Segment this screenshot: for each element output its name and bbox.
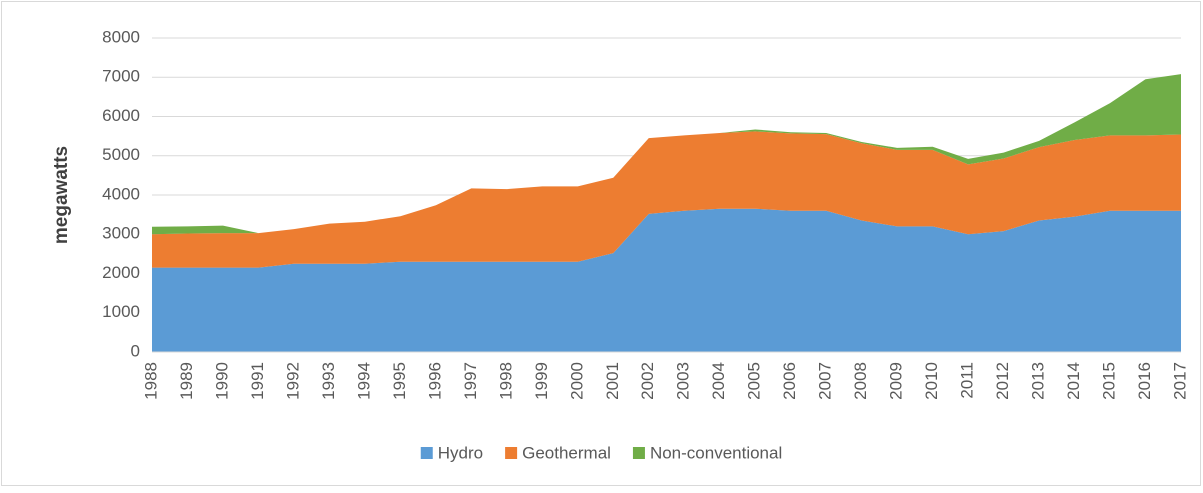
y-tick-label: 6000 <box>102 106 140 125</box>
legend: Hydro Geothermal Non-conventional <box>420 443 782 462</box>
x-tick-label: 2007 <box>816 362 835 400</box>
x-tick-label: 1990 <box>212 362 231 400</box>
x-tick-label: 1995 <box>390 362 409 400</box>
x-tick-label: 2006 <box>780 362 799 400</box>
legend-label: Non-conventional <box>650 443 782 462</box>
x-tick-label: 2004 <box>709 362 728 400</box>
x-tick-label: 2009 <box>887 362 906 400</box>
x-tick-label: 2012 <box>993 362 1012 400</box>
x-tick-label: 1992 <box>283 362 302 400</box>
x-tick-label: 2010 <box>922 362 941 400</box>
x-tick-label: 2005 <box>745 362 764 400</box>
x-tick-label: 2003 <box>674 362 693 400</box>
x-tick-label: 2016 <box>1135 362 1154 400</box>
x-tick-label: 1994 <box>354 362 373 400</box>
x-tick-label: 2015 <box>1100 362 1119 400</box>
x-tick-label: 1993 <box>319 362 338 400</box>
x-tick-label: 2002 <box>638 362 657 400</box>
y-tick-label: 8000 <box>102 27 140 46</box>
x-tick-label: 2000 <box>567 362 586 400</box>
x-tick-label: 2014 <box>1064 362 1083 400</box>
x-tick-label: 2001 <box>603 362 622 400</box>
x-tick-label: 1991 <box>248 362 267 400</box>
legend-label: Geothermal <box>522 443 611 462</box>
legend-swatch <box>632 447 645 459</box>
x-tick-label: 1989 <box>177 362 196 400</box>
x-tick-label: 2008 <box>851 362 870 400</box>
x-tick-label: 1999 <box>532 362 551 400</box>
y-tick-label: 5000 <box>102 145 140 164</box>
x-tick-label: 2013 <box>1029 362 1048 400</box>
area <box>152 131 1181 268</box>
legend-label: Hydro <box>438 443 483 462</box>
y-axis-label: megawatts <box>51 146 72 244</box>
area <box>152 208 1181 352</box>
y-tick-label: 1000 <box>102 302 140 321</box>
legend-swatch <box>420 447 433 459</box>
y-tick-label: 2000 <box>102 263 140 282</box>
x-tick-label: 1996 <box>425 362 444 400</box>
x-tick-label: 2011 <box>958 362 977 399</box>
x-tick-label: 1997 <box>461 362 480 400</box>
x-tick-label: 2017 <box>1170 362 1189 400</box>
y-tick-label: 0 <box>131 341 140 360</box>
legend-swatch <box>505 447 518 459</box>
x-tick-label: 1998 <box>496 362 515 400</box>
y-tick-label: 7000 <box>102 67 140 86</box>
y-tick-label: 4000 <box>102 184 140 203</box>
x-tick-label: 1988 <box>141 362 160 400</box>
y-tick-label: 3000 <box>102 224 140 243</box>
